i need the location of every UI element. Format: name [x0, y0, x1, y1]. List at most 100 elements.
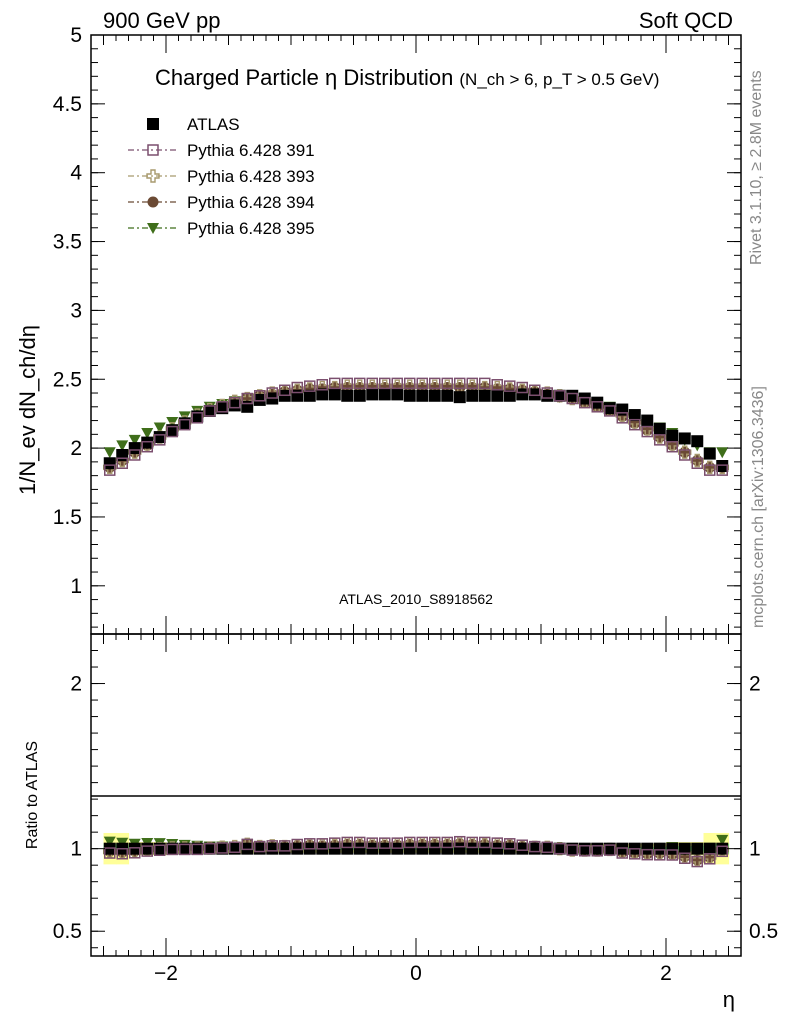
data-point: [678, 432, 691, 445]
data-point: [503, 389, 516, 402]
ratio-point: [354, 836, 366, 849]
main-plot-axes: 1 1.5 2 2.5 3 3.5 4 4.5 5: [53, 24, 742, 634]
data-point: [279, 384, 291, 397]
data-point: [604, 405, 616, 417]
data-point: [129, 449, 141, 461]
ratio-point: [129, 847, 141, 859]
y-tick-label: 5: [70, 24, 82, 47]
ratio-point: [653, 842, 666, 855]
ratio-point: [641, 842, 654, 855]
ratio-point: [629, 848, 641, 860]
ratio-point: [291, 842, 304, 855]
data-point: [554, 390, 566, 402]
data-point: [428, 389, 441, 402]
ratio-point: [279, 840, 291, 852]
ratio-point: [578, 842, 591, 855]
ratio-point: [216, 842, 228, 854]
ratio-point: [579, 845, 591, 857]
data-point: [453, 391, 466, 404]
ratio-point: [203, 842, 216, 855]
ratio-point: [553, 842, 566, 855]
data-point: [141, 436, 154, 449]
ratio-point: [666, 849, 678, 861]
ratio-point: [278, 842, 291, 855]
data-point: [179, 418, 191, 431]
data-point: [303, 389, 316, 402]
data-point: [628, 409, 641, 422]
ratio-point: [166, 842, 179, 855]
y-tick-label: 1.5: [53, 506, 82, 529]
data-point: [454, 377, 466, 390]
ratio-point: [291, 838, 303, 851]
ratio-y-tick-label-right: 0.5: [749, 920, 778, 943]
ratio-point: [416, 842, 429, 855]
rivet-version-label: Rivet 3.1.10, ≥ 2.8M events: [748, 70, 765, 265]
data-point: [116, 440, 129, 452]
data-point: [416, 389, 429, 402]
ratio-point: [541, 841, 553, 854]
data-point: [253, 393, 266, 406]
data-point: [691, 454, 703, 466]
ratio-point: [191, 842, 204, 855]
data-point: [191, 412, 203, 424]
data-point: [241, 392, 253, 405]
legend-label: Pythia 6.428 393: [187, 167, 315, 186]
ratio-point: [441, 836, 453, 849]
ratio-point: [253, 842, 266, 855]
data-point: [679, 449, 691, 461]
data-point: [116, 448, 129, 461]
data-point: [703, 447, 716, 460]
ratio-point: [341, 836, 353, 849]
ratio-point: [691, 855, 703, 868]
data-point: [104, 464, 116, 476]
data-point: [391, 388, 404, 401]
legend-label: Pythia 6.428 391: [187, 141, 315, 160]
data-point: [154, 434, 166, 446]
ratio-point: [153, 842, 166, 855]
data-point: [266, 387, 278, 399]
ratio-point: [341, 842, 354, 855]
ratio-point: [403, 842, 416, 855]
ratio-point: [391, 837, 403, 849]
data-point: [679, 446, 691, 458]
ratio-point: [316, 838, 328, 850]
ratio-point: [654, 849, 666, 861]
data-point: [516, 381, 528, 394]
analysis-watermark: ATLAS_2010_S8918562: [339, 591, 493, 607]
data-point: [541, 387, 553, 399]
ratio-point: [204, 842, 216, 855]
data-point: [366, 388, 379, 401]
data-point: [254, 390, 266, 402]
data-point: [404, 377, 416, 390]
data-point: [591, 396, 604, 409]
data-point: [153, 422, 166, 434]
ratio-point: [429, 836, 441, 849]
data-point: [579, 396, 591, 409]
data-point: [429, 377, 441, 390]
data-point: [103, 457, 116, 470]
ratio-point: [353, 842, 366, 855]
data-point: [291, 389, 304, 402]
data-point: [529, 384, 541, 397]
ratio-point: [716, 834, 729, 846]
ratio-point: [516, 842, 529, 855]
ratio-point: [453, 842, 466, 855]
ratio-point: [566, 844, 578, 856]
data-point: [228, 399, 241, 412]
data-point: [691, 435, 704, 448]
ratio-point: [516, 839, 528, 851]
header-right-label: Soft QCD: [639, 8, 733, 33]
data-point: [491, 379, 503, 391]
mcplots-reference-label: mcplots.cern.ch [arXiv:1306.3436]: [750, 386, 767, 628]
ratio-plot-frame: [90, 633, 742, 957]
ratio-point: [166, 843, 178, 856]
ratio-point: [716, 845, 728, 858]
data-point: [341, 377, 353, 390]
data-point: [566, 389, 579, 402]
data-point: [553, 389, 566, 402]
data-point: [541, 389, 554, 402]
data-point: [241, 400, 254, 413]
ratio-point: [441, 842, 454, 855]
ratio-point: [379, 837, 391, 849]
ratio-point: [366, 837, 378, 849]
